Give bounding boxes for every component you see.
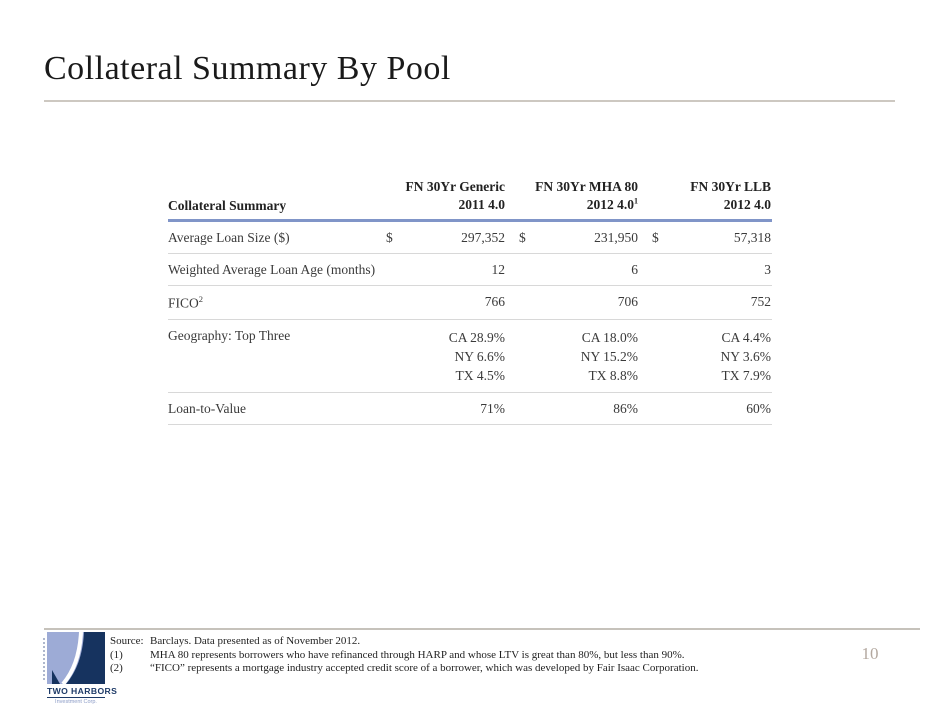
logo-edge-decoration xyxy=(43,638,45,680)
table-cell: $297,352 xyxy=(386,230,505,246)
row-label: Loan-to-Value xyxy=(168,400,246,416)
footnote-1: (1) MHA 80 represents borrowers who have… xyxy=(110,649,710,663)
page-title: Collateral Summary By Pool xyxy=(44,50,451,87)
table-cell: CA 28.9% NY 6.6% TX 4.5% xyxy=(448,329,505,383)
row-label: Geography: Top Three xyxy=(168,327,291,343)
table-cell: 3 xyxy=(764,262,771,278)
source-label: Source: xyxy=(110,635,144,647)
row-label: Average Loan Size ($) xyxy=(168,230,290,246)
title-divider xyxy=(44,100,895,102)
company-logo: TWO HARBORS Investment Corp. xyxy=(43,632,118,705)
table-cell: $57,318 xyxy=(652,230,771,246)
table-cell: CA 18.0% NY 15.2% TX 8.8% xyxy=(580,329,638,383)
footnote-2: (2) “FICO” represents a mortgage industr… xyxy=(110,662,710,676)
footer-divider xyxy=(44,628,920,630)
table-cell: 60% xyxy=(746,400,771,416)
footnote-1-text: MHA 80 represents borrowers who have ref… xyxy=(150,648,685,661)
table-cell: 6 xyxy=(631,262,638,278)
table-cell: 706 xyxy=(617,294,638,310)
footnote-2-number: (2) xyxy=(110,662,123,674)
column-header: FN 30Yr MHA 80 2012 4.01 xyxy=(535,179,638,213)
two-harbors-logo-icon xyxy=(47,632,105,684)
table-row: Loan-to-Value 71% 86% 60% xyxy=(168,393,772,425)
table-header-label: Collateral Summary xyxy=(168,198,287,214)
logo-subtitle: Investment Corp. xyxy=(55,699,97,705)
source-line: Source: Barclays. Data presented as of N… xyxy=(110,635,710,649)
table-cell: 71% xyxy=(480,400,505,416)
table-row: Weighted Average Loan Age (months) 12 6 3 xyxy=(168,254,772,287)
table-cell: 766 xyxy=(484,294,505,310)
table-cell: $231,950 xyxy=(519,230,638,246)
table-cell: 12 xyxy=(491,262,506,278)
logo-wordmark: TWO HARBORS xyxy=(47,686,118,698)
table-row: Average Loan Size ($) $297,352 $231,950 $57… xyxy=(168,222,772,255)
footnote-2-text: “FICO” represents a mortgage industry ac… xyxy=(150,662,699,674)
table-header-row: Collateral Summary FN 30Yr Generic 2011 4… xyxy=(168,178,772,223)
collateral-table: Collateral Summary FN 30Yr Generic 2011 4… xyxy=(168,178,772,425)
footnotes: Source: Barclays. Data presented as of N… xyxy=(110,635,710,676)
table-row: Geography: Top Three CA 28.9% NY 6.6% TX 4.… xyxy=(168,320,772,393)
row-label: FICO2 xyxy=(168,294,204,311)
table-cell: CA 4.4% NY 3.6% TX 7.9% xyxy=(720,329,772,383)
column-header: FN 30Yr Generic 2011 4.0 xyxy=(405,179,505,213)
source-text: Barclays. Data presented as of November … xyxy=(150,635,361,647)
table-row: FICO2 766 706 752 xyxy=(168,286,772,320)
footnote-1-number: (1) xyxy=(110,648,123,661)
table-cell: 86% xyxy=(613,400,638,416)
column-header: FN 30Yr LLB 2012 4.0 xyxy=(690,179,771,213)
row-label: Weighted Average Loan Age (months) xyxy=(168,262,376,278)
page-number: 10 xyxy=(861,644,879,663)
table-cell: 752 xyxy=(750,294,771,310)
